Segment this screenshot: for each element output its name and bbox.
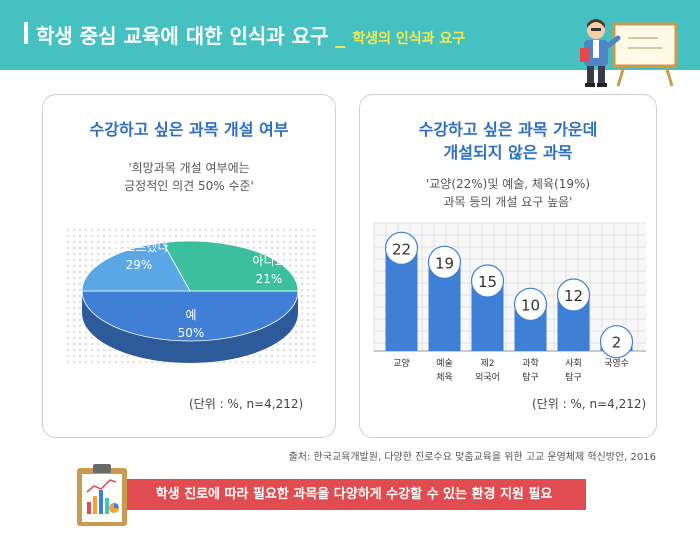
left-panel-title: 수강하고 싶은 과목 개설 여부 — [89, 120, 289, 139]
bar-value-label-2: 15 — [478, 273, 497, 291]
source-note: 출처: 한국교육개발원, 다양한 진로수요 맞춤교육을 위한 고교 운영체제 혁… — [288, 452, 656, 463]
pie-value-0: 50% — [178, 326, 205, 340]
pie-label-2: 잘 모르겠다 — [109, 240, 168, 254]
conclusion-banner: 학생 진로에 따라 필요한 과목을 다양하게 수강할 수 있는 환경 지원 필요 — [122, 479, 586, 510]
bar-0 — [385, 248, 418, 351]
pie-label-0: 예 — [185, 308, 196, 322]
left-unit-label: (단위 : %, n=4,212) — [189, 397, 304, 411]
right-panel-subtitle-line2: 과목 등의 개설 요구 높음' — [443, 195, 573, 209]
bar-category-label-1: 체육 — [436, 372, 453, 383]
bar-category-label-1: 예술 — [436, 358, 453, 369]
pie-label-1: 아니요 — [252, 254, 285, 268]
left-panel-subtitle-line1: '희망과목 개설 여부에는 — [128, 161, 250, 175]
bar-value-label-4: 12 — [564, 287, 583, 305]
bar-category-label-2: 제2 — [480, 358, 494, 369]
bar-value-badge-4 — [556, 278, 591, 312]
right-panel-subtitle-line1: '교양(22%)및 예술, 체육(19%) — [425, 177, 591, 191]
bar-category-label-0: 교양 — [393, 358, 410, 369]
pie-slice-0 — [81, 290, 299, 342]
page-subtitle: 학생의 인식과 요구 — [352, 31, 466, 47]
pie-value-1: 21% — [256, 272, 283, 286]
bar-value-badge-0 — [384, 231, 419, 265]
bar-value-label-3: 10 — [521, 296, 540, 314]
pie-slice-1 — [81, 242, 191, 292]
bar-category-label-2: 외국어 — [475, 371, 500, 383]
right-unit-label: (단위 : %, n=4,212) — [532, 397, 647, 411]
teacher-illustration-icon — [580, 19, 678, 87]
left-panel: 수강하고 싶은 과목 개설 여부 '희망과목 개설 여부에는 긍정적인 의견 5… — [42, 94, 336, 438]
clipboard-chart-icon — [77, 464, 127, 526]
pie-chart: 예 50% 아니요 21% 잘 모르겠다 29% — [81, 240, 299, 363]
conclusion-banner-text: 학생 진로에 따라 필요한 과목을 다양하게 수강할 수 있는 환경 지원 필요 — [155, 487, 553, 502]
bar-category-label-5: 국영수 — [604, 358, 629, 369]
bar-category-label-4: 사회 — [565, 358, 582, 369]
bar-value-badge-5 — [599, 325, 634, 359]
bar-category-label-4: 탐구 — [565, 371, 582, 383]
pie-value-2: 29% — [126, 258, 153, 272]
bar-value-label-0: 22 — [392, 240, 411, 258]
header-band: 학생 중심 교육에 대한 인식과 요구 _ 학생의 인식과 요구 — [0, 0, 700, 70]
pie-side-0 — [82, 291, 298, 363]
bar-value-badge-1 — [427, 245, 462, 279]
title-separator: _ — [335, 24, 346, 48]
bar-value-badge-3 — [513, 287, 548, 321]
header-accent-bar — [24, 22, 28, 44]
page-title: 학생 중심 교육에 대한 인식과 요구 _ 학생의 인식과 요구 — [36, 20, 465, 49]
bar-value-badge-2 — [470, 264, 505, 298]
right-panel-title-line1: 수강하고 싶은 과목 가운데 — [418, 120, 598, 139]
page-title-text: 학생 중심 교육에 대한 인식과 요구 — [36, 24, 329, 48]
bar-category-label-3: 과학 — [522, 358, 539, 369]
left-panel-subtitle-line2: 긍정적인 의견 50% 수준' — [124, 179, 254, 193]
bar-value-label-5: 2 — [612, 334, 622, 352]
bar-value-label-1: 19 — [435, 254, 454, 272]
right-panel-title-line2: 개설되지 않은 과목 — [443, 143, 573, 162]
bar-category-label-3: 탐구 — [522, 371, 539, 383]
right-panel: 수강하고 싶은 과목 가운데 개설되지 않은 과목 '교양(22%)및 예술, … — [359, 94, 657, 438]
bar-plot-background — [374, 223, 646, 351]
pie-slice-2 — [162, 240, 299, 292]
